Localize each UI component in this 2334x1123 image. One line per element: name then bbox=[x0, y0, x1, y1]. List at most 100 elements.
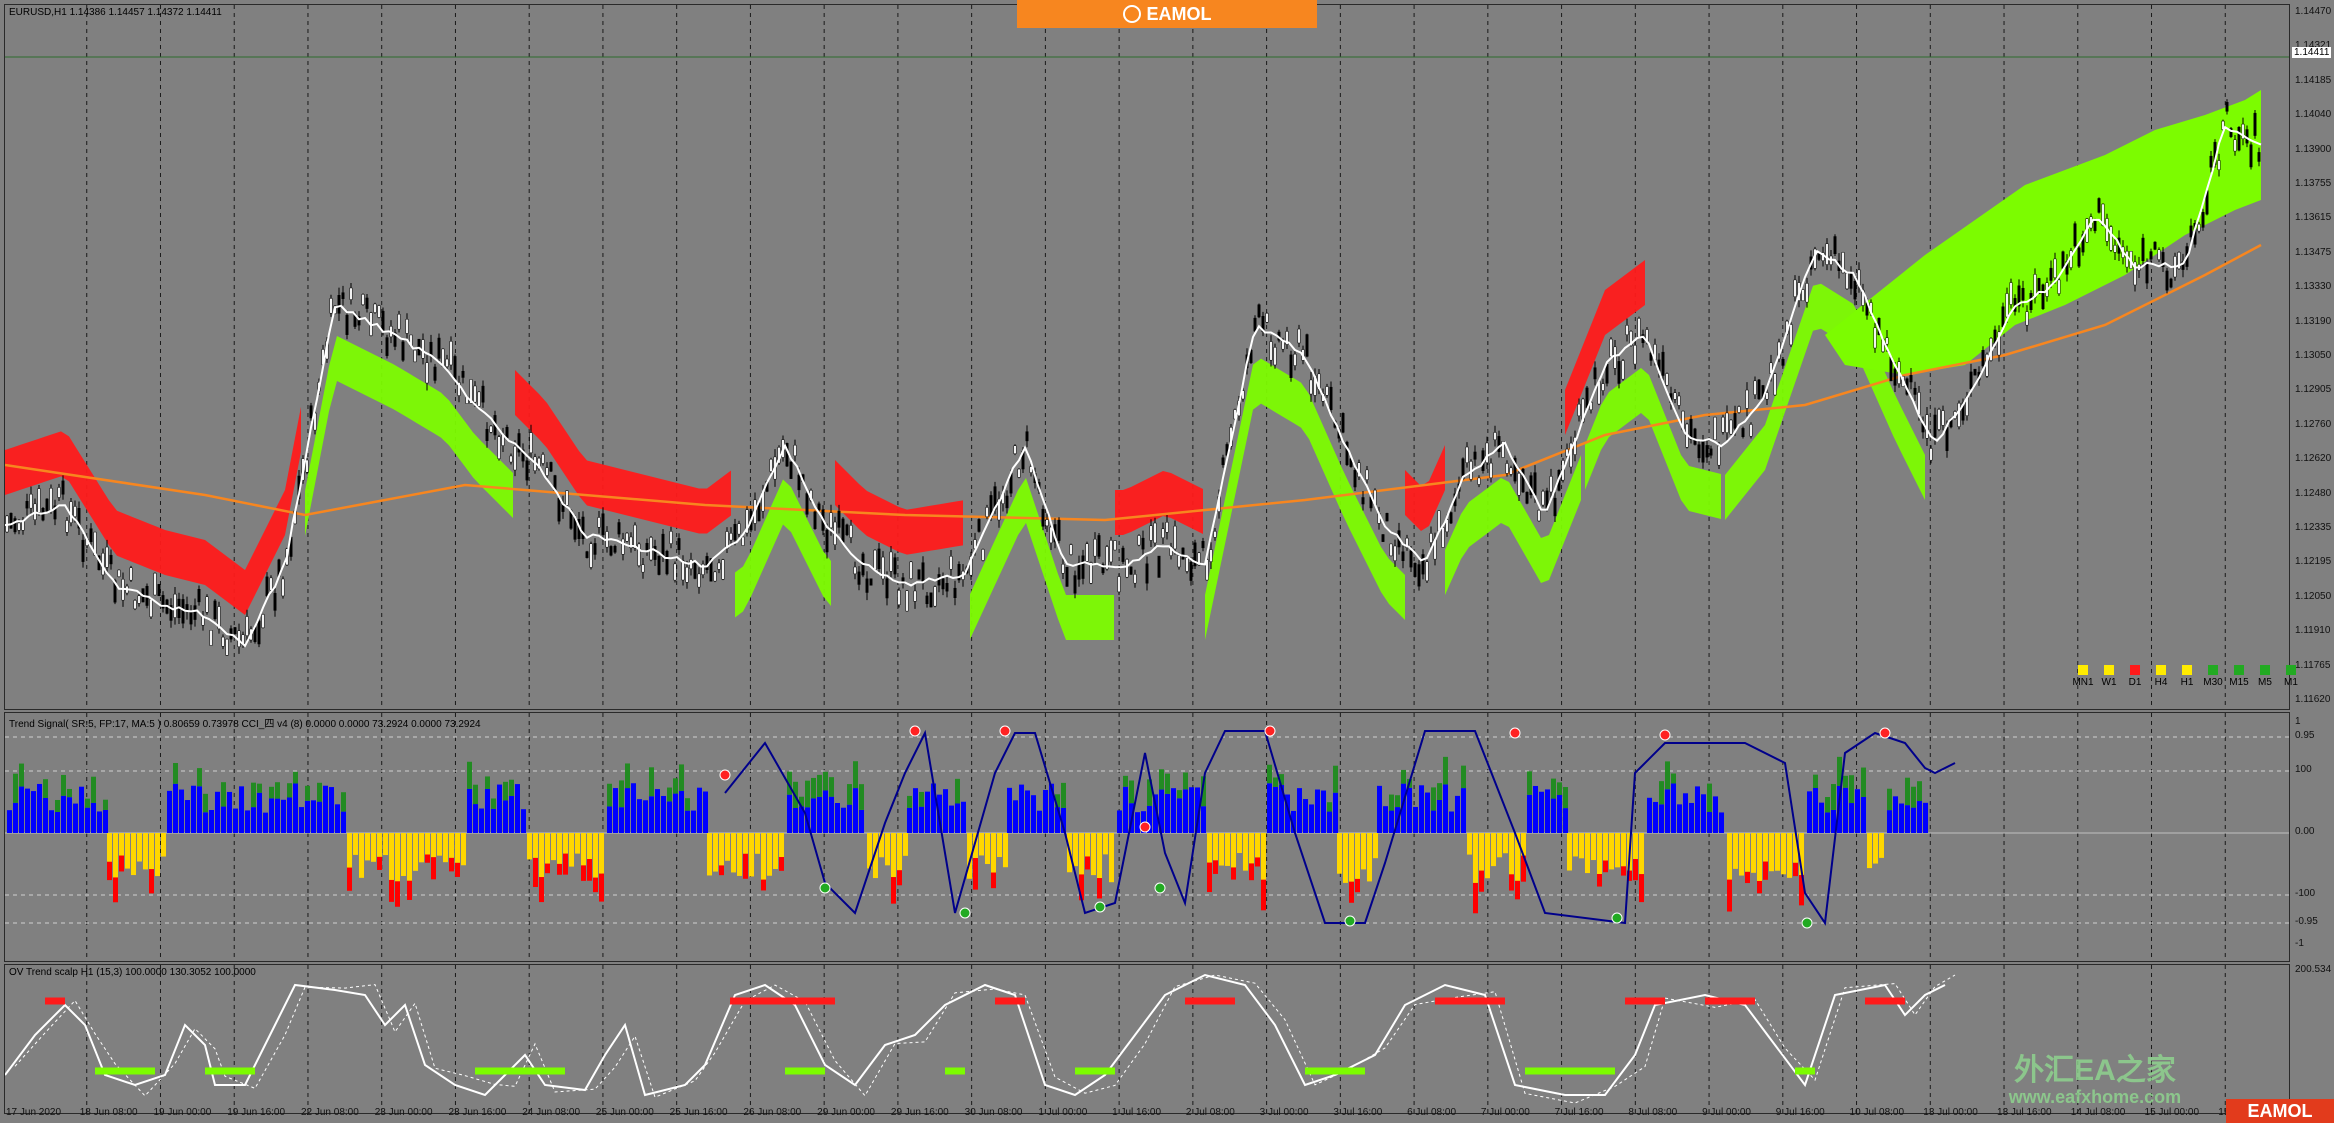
candle-body bbox=[1493, 432, 1497, 441]
histogram-bar bbox=[725, 833, 730, 861]
candle-body bbox=[1325, 386, 1329, 396]
candle-body bbox=[2057, 279, 2061, 294]
candle-body bbox=[505, 427, 509, 439]
candle-body bbox=[849, 525, 853, 538]
histogram-bar bbox=[1609, 833, 1614, 870]
histogram-bar bbox=[1043, 789, 1048, 833]
histogram-bar bbox=[867, 833, 872, 869]
corner-brand-logo[interactable]: EAMOL bbox=[2226, 1099, 2334, 1123]
histogram-bar bbox=[113, 877, 118, 903]
histogram-bar bbox=[131, 833, 136, 876]
histogram-bar bbox=[713, 833, 718, 872]
candle-body bbox=[637, 543, 641, 566]
timeframe-label: MN1 bbox=[2072, 677, 2094, 688]
histogram-bar bbox=[311, 800, 316, 833]
timeframe-color-square bbox=[2182, 665, 2192, 675]
trend-signal-pane[interactable]: Trend Signal( SR:5, FP:17, MA:5 ) 0.8065… bbox=[4, 712, 2290, 962]
candle-body bbox=[1193, 542, 1197, 567]
candle-body bbox=[1049, 526, 1053, 544]
histogram-bar bbox=[1893, 796, 1898, 833]
histogram-bar bbox=[731, 833, 736, 873]
price-axis[interactable]: 1.14470 1.14321 1.14185 1.14040 1.13900 1.137… bbox=[2292, 4, 2334, 710]
candle-body bbox=[545, 467, 549, 476]
candle-body bbox=[65, 520, 69, 533]
candle-body bbox=[1541, 490, 1545, 506]
histogram-bar bbox=[521, 809, 526, 833]
histogram-bar bbox=[1781, 833, 1786, 875]
candle-body bbox=[37, 488, 41, 513]
candle-body bbox=[173, 593, 177, 618]
axis-tick-label: 1.13330 bbox=[2295, 281, 2332, 293]
histogram-bar bbox=[997, 833, 1002, 858]
candle-body bbox=[597, 517, 601, 528]
histogram-bar bbox=[287, 783, 292, 798]
axis-tick-label: -1 bbox=[2295, 938, 2304, 949]
histogram-bar bbox=[1207, 862, 1212, 893]
time-tick-label: 13 Jul 16:00 bbox=[1997, 1107, 2052, 1118]
candle-body bbox=[537, 457, 541, 469]
ov-trend-scalp-pane[interactable]: OV Trend scalp H1 (15,3) 100.0000 130.30… bbox=[4, 964, 2290, 1114]
axis-tick-label: 0.95 bbox=[2295, 730, 2315, 741]
candle-body bbox=[885, 578, 889, 599]
candle-body bbox=[933, 586, 937, 607]
candle-body bbox=[2093, 220, 2097, 232]
brand-banner[interactable]: EAMOL bbox=[1017, 0, 1317, 28]
candle-body bbox=[929, 592, 933, 608]
candle-body bbox=[665, 550, 669, 575]
candle-body bbox=[837, 510, 841, 528]
histogram-bar bbox=[341, 792, 346, 812]
histogram-bar bbox=[799, 796, 804, 807]
histogram-bar bbox=[1567, 833, 1572, 871]
histogram-bar bbox=[931, 783, 936, 833]
histogram-bar bbox=[1249, 863, 1254, 881]
histogram-bar bbox=[907, 807, 912, 833]
candle-body bbox=[1109, 540, 1113, 563]
candle-body bbox=[2153, 241, 2157, 250]
candle-body bbox=[1093, 538, 1097, 557]
histogram-bar bbox=[907, 795, 912, 808]
candle-body bbox=[1409, 550, 1413, 568]
candle-body bbox=[1621, 360, 1625, 380]
candle-body bbox=[793, 444, 797, 457]
histogram-bar bbox=[473, 804, 478, 833]
candle-body bbox=[341, 292, 345, 299]
candle-body bbox=[2005, 293, 2009, 318]
candle-body bbox=[817, 503, 821, 511]
watermark-url: www.eafxhome.com bbox=[2008, 1087, 2182, 1107]
histogram-bar bbox=[1807, 791, 1812, 833]
axis-tick-label: 1.11765 bbox=[2295, 659, 2331, 671]
candle-body bbox=[9, 512, 13, 529]
histogram-bar bbox=[1213, 833, 1218, 861]
candle-body bbox=[1697, 444, 1701, 459]
candle-body bbox=[813, 511, 817, 529]
histogram-bar bbox=[557, 863, 562, 875]
histogram-bar bbox=[991, 872, 996, 889]
histogram-bar bbox=[1769, 833, 1774, 872]
histogram-bar bbox=[167, 790, 172, 833]
histogram-bar bbox=[1279, 784, 1284, 833]
histogram-bar bbox=[853, 788, 858, 833]
axis-tick-label: 1.14321 bbox=[2295, 40, 2332, 52]
histogram-bar bbox=[1273, 786, 1278, 833]
time-axis[interactable]: 17 Jun 2020 18 Jun 08:00 19 Jun 00:00 19 Ju… bbox=[4, 1105, 2290, 1123]
candle-body bbox=[1689, 418, 1693, 440]
sell-signal-dot bbox=[1139, 821, 1151, 833]
histogram-bar bbox=[1389, 794, 1394, 811]
candle-body bbox=[485, 428, 489, 441]
histogram-bar bbox=[25, 788, 30, 833]
histogram-bar bbox=[1849, 775, 1854, 804]
candle-body bbox=[233, 627, 237, 635]
histogram-bar bbox=[1013, 800, 1018, 833]
histogram-bar bbox=[485, 776, 490, 789]
candle-body bbox=[1885, 337, 1889, 345]
histogram-bar bbox=[143, 833, 148, 870]
histogram-bar bbox=[1201, 776, 1206, 807]
main-price-chart[interactable]: EURUSD,H1 1.14386 1.14457 1.14372 1.1441… bbox=[4, 4, 2290, 710]
histogram-bar bbox=[1449, 811, 1454, 833]
histogram-bar bbox=[73, 803, 78, 833]
candle-body bbox=[2233, 139, 2237, 152]
ma-band bbox=[1115, 471, 1203, 535]
candle-body bbox=[1513, 457, 1517, 482]
candle-body bbox=[337, 295, 341, 314]
histogram-bar bbox=[347, 833, 352, 868]
